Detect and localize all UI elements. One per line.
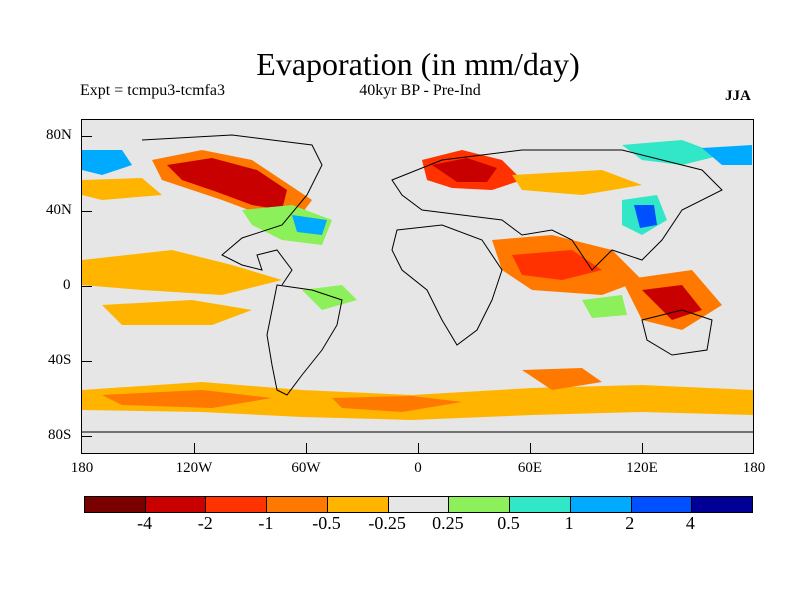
lon-tick: [194, 443, 195, 453]
lon-label-180e: 180: [742, 460, 766, 476]
colorbar-label: 2: [625, 513, 635, 533]
chart-title: Evaporation (in mm/day): [256, 46, 580, 82]
lon-label-0: 0: [414, 460, 422, 476]
lat-tick: [82, 361, 92, 362]
colorbar-swatch: [267, 497, 328, 512]
lat-label-40n: 40N: [46, 202, 72, 218]
colorbar-label: -0.25: [368, 513, 406, 533]
colorbar-swatch: [631, 497, 693, 512]
colorbar-swatch: [692, 497, 753, 512]
colorbar-label: -0.5: [312, 513, 341, 533]
lon-tick: [642, 443, 643, 453]
lon-label-180w: 180: [70, 460, 94, 476]
colorbar-swatch: [145, 497, 207, 512]
lon-label-120w: 120W: [175, 460, 213, 476]
lon-tick: [418, 443, 419, 453]
coastlines: [82, 134, 753, 433]
colorbar-label: 0.25: [432, 513, 464, 533]
colorbar-label: -1: [258, 513, 274, 533]
lat-tick: [82, 136, 92, 137]
experiment-label: Expt = tcmpu3-tcmfa3: [80, 82, 225, 99]
lon-tick: [530, 443, 531, 453]
lon-label-60w: 60W: [291, 460, 321, 476]
anomaly-field: [82, 140, 753, 420]
colorbar-swatch: [85, 497, 146, 512]
colorbar-label: 4: [685, 513, 695, 533]
lat-label-80n: 80N: [46, 127, 72, 143]
colorbar-swatch: [570, 497, 632, 512]
colorbar-label: 0.5: [497, 513, 520, 533]
map-panel: [81, 119, 754, 454]
season-label: JJA: [725, 88, 751, 104]
lat-label-80s: 80S: [48, 427, 72, 443]
lat-tick: [82, 436, 92, 437]
colorbar-swatch: [388, 497, 450, 512]
lat-tick: [82, 211, 92, 212]
lat-label-40s: 40S: [48, 352, 72, 368]
lon-label-120e: 120E: [626, 460, 658, 476]
colorbar-swatch: [449, 497, 511, 512]
colorbar-swatch: [206, 497, 268, 512]
colorbar-swatch: [510, 497, 571, 512]
colorbar-swatch: [327, 497, 389, 512]
colorbar: [84, 496, 753, 513]
chart-subtitle: 40kyr BP - Pre-Ind: [359, 82, 481, 99]
lon-label-60e: 60E: [517, 460, 543, 476]
colorbar-label: -2: [197, 513, 213, 533]
lat-label-eq: 0: [63, 277, 71, 293]
lon-tick: [306, 443, 307, 453]
colorbar-label: -4: [137, 513, 153, 533]
colorbar-label: 1: [564, 513, 574, 533]
lat-tick: [82, 286, 92, 287]
evaporation-map: [82, 120, 753, 453]
